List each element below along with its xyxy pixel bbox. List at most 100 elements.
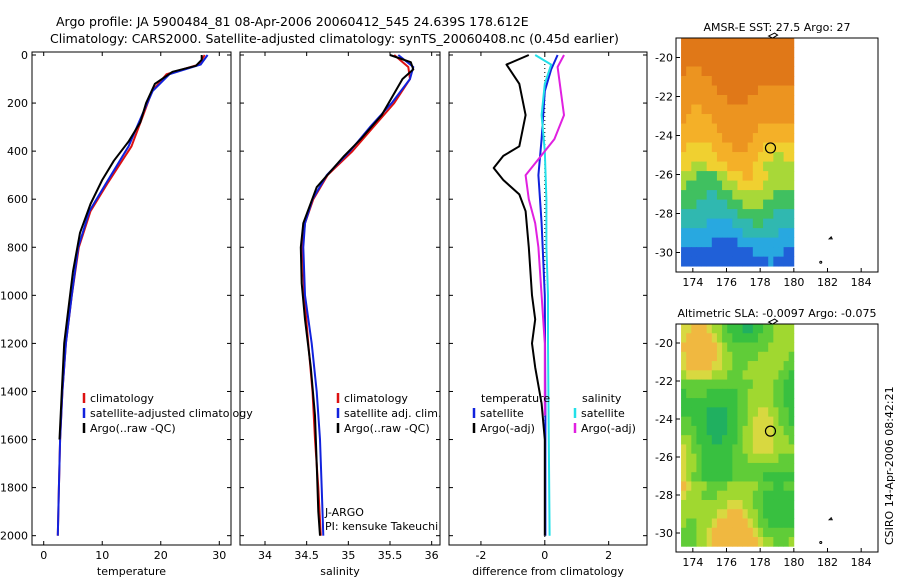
map-cell-sla_map	[742, 444, 749, 455]
map-cell-sst_map	[742, 142, 749, 153]
map-cell-sla_map	[727, 472, 733, 482]
map-cell-sst_map	[778, 85, 784, 96]
map-cell-sst_map	[716, 180, 723, 191]
map-cell-sla_map	[778, 527, 784, 538]
map-cell-sst_map	[696, 57, 702, 67]
map-cell-sla_map	[763, 333, 769, 343]
map-cell-sla_map	[722, 370, 728, 380]
map-cell-sla_map	[752, 453, 759, 464]
map-cell-sla_map	[711, 351, 718, 362]
map-cell-sst_map	[701, 76, 708, 86]
map-cell-sst_map	[696, 104, 702, 115]
map-cell-sla_map	[763, 407, 769, 418]
map-cell-sst_map	[716, 85, 723, 96]
map-cell-sst_map	[727, 47, 733, 58]
map-cell-sst_map	[696, 237, 702, 248]
map-cell-sla_map	[747, 398, 754, 408]
map-cell-sst_map	[686, 161, 692, 172]
map-xtick-label-sla_map-5: 184	[851, 556, 872, 569]
map-cell-sst_map	[742, 47, 749, 58]
map-cell-sst_map	[681, 256, 687, 267]
map-cell-sla_map	[788, 499, 795, 510]
map-cell-sla_map	[742, 351, 749, 362]
map-cell-sla_map	[742, 425, 749, 436]
map-xtick-label-sla_map-4: 182	[817, 556, 838, 569]
map-cell-sst_map	[727, 142, 733, 153]
map-cell-sst_map	[732, 38, 738, 48]
map-title-sla_map: Altimetric SLA: -0.0097 Argo: -0.075	[678, 307, 877, 320]
map-cell-sla_map	[742, 527, 749, 538]
map-cell-sla_map	[788, 462, 795, 473]
map-cell-sst_map	[752, 228, 759, 239]
map-cell-sst_map	[788, 209, 795, 220]
legend-sal-argo: Argo(..raw -QC)	[344, 422, 430, 435]
map-cell-sla_map	[701, 407, 708, 418]
map-cell-sla_map	[722, 324, 728, 334]
map-cell-sst_map	[747, 247, 754, 258]
map-cell-sst_map	[716, 247, 723, 258]
map-cell-sst_map	[737, 256, 743, 267]
map-cell-sla_map	[711, 361, 718, 371]
map-cell-sla_map	[732, 416, 738, 427]
map-cell-sla_map	[681, 472, 687, 482]
map-cell-sst_map	[701, 57, 708, 67]
map-cell-sla_map	[757, 481, 764, 492]
map-cell-sla_map	[701, 537, 708, 547]
map-cell-sst_map	[763, 180, 769, 191]
island-kermadec-sla_map	[827, 516, 833, 521]
map-cell-sst_map	[747, 218, 754, 229]
map-cell-sst_map	[686, 133, 692, 143]
map-cell-sla_map	[757, 324, 764, 334]
map-cell-sla_map	[696, 333, 702, 343]
map-cell-sla_map	[727, 490, 733, 501]
map-cell-sst_map	[706, 152, 713, 162]
map-cell-sla_map	[681, 416, 687, 427]
map-cell-sst_map	[681, 171, 687, 181]
series-salinity-1	[302, 54, 415, 536]
ytick-label-0: 0	[21, 49, 28, 62]
map-cell-sst_map	[752, 161, 759, 172]
map-cell-sst_map	[747, 57, 754, 67]
map-cell-sla_map	[716, 407, 723, 418]
map-cell-sst_map	[752, 190, 759, 201]
map-cell-sst_map	[681, 228, 687, 239]
xtick-label-salinity-2: 35	[341, 549, 355, 562]
map-cell-sla_map	[711, 462, 718, 473]
map-ytick-label-sla_map-0: -20	[655, 337, 673, 350]
map-cell-sla_map	[747, 324, 754, 334]
map-cell-sst_map	[701, 66, 708, 77]
map-cell-sst_map	[742, 152, 749, 162]
map-cell-sst_map	[783, 76, 790, 86]
map-cell-sla_map	[757, 509, 764, 519]
map-cell-sst_map	[747, 66, 754, 77]
map-cell-sst_map	[706, 76, 713, 86]
map-cell-sst_map	[701, 228, 708, 239]
map-cell-sla_map	[757, 333, 764, 343]
map-cell-sst_map	[757, 237, 764, 248]
map-cell-sla_map	[711, 425, 718, 436]
map-cell-sst_map	[701, 142, 708, 153]
map-cell-sst_map	[778, 104, 784, 115]
map-cell-sst_map	[701, 190, 708, 201]
map-cell-sst_map	[696, 256, 702, 267]
map-cell-sla_map	[701, 509, 708, 519]
map-cell-sst_map	[722, 237, 728, 248]
map-cell-sst_map	[727, 237, 733, 248]
map-cell-sla_map	[711, 453, 718, 464]
map-cell-sla_map	[747, 435, 754, 445]
map-cell-sst_map	[763, 228, 769, 239]
map-cell-sla_map	[768, 333, 774, 343]
map-cell-sla_map	[737, 518, 743, 529]
map-cell-sla_map	[716, 416, 723, 427]
map-cell-sla_map	[711, 472, 718, 482]
map-cell-sst_map	[773, 161, 779, 172]
map-cell-sla_map	[681, 370, 687, 380]
map-cell-sst_map	[757, 38, 764, 48]
map-cell-sla_map	[752, 462, 759, 473]
map-cell-sla_map	[722, 342, 728, 353]
map-cell-sst_map	[747, 171, 754, 181]
map-cell-sla_map	[737, 407, 743, 418]
map-cell-sla_map	[742, 537, 749, 547]
map-cell-sla_map	[747, 407, 754, 418]
map-cell-sla_map	[783, 444, 790, 455]
